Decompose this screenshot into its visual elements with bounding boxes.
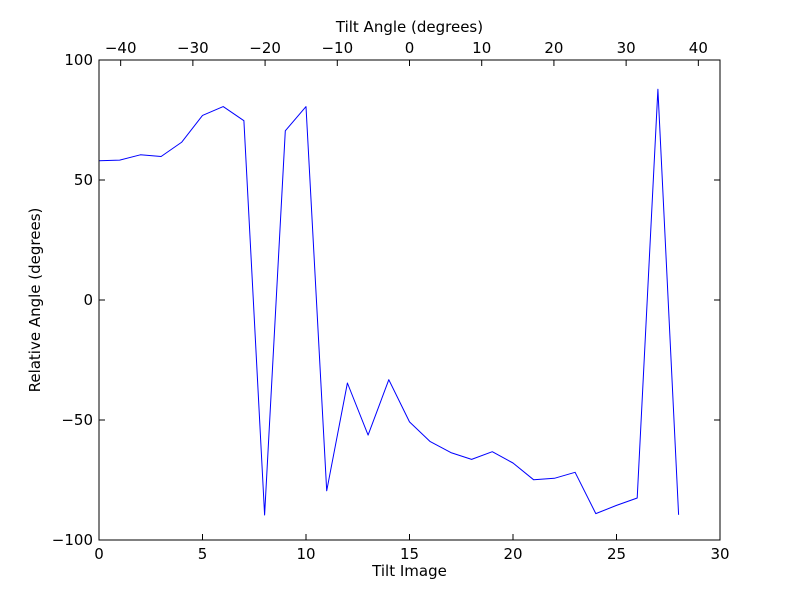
- top-x-tick-label: −30: [177, 39, 209, 57]
- y-tick-label: −100: [52, 531, 93, 549]
- y-tick-label: 50: [74, 171, 93, 189]
- x-axis-label: Tilt Image: [371, 562, 447, 580]
- y-tick-label: 100: [64, 51, 93, 69]
- top-x-tick-label: 30: [617, 39, 636, 57]
- x-tick-label: 30: [710, 545, 729, 563]
- x-tick-label: 25: [607, 545, 626, 563]
- top-x-tick-label: −10: [321, 39, 353, 57]
- top-x-tick-label: 10: [472, 39, 491, 57]
- axis-ticks: [98, 59, 721, 541]
- top-x-axis-label: Tilt Angle (degrees): [335, 18, 483, 36]
- y-tick-label: −50: [61, 411, 93, 429]
- tick-labels: 0 5 10 15 20 25 30−40 −30 −20 −10 0 10 20 30 40100500−…: [52, 39, 730, 563]
- x-tick-label: 0: [94, 545, 104, 563]
- series-line: [98, 88, 680, 516]
- top-x-tick-label: 40: [689, 39, 708, 57]
- top-x-tick-label: −40: [105, 39, 137, 57]
- plot-frame: [98, 59, 721, 541]
- x-tick-label: 5: [198, 545, 208, 563]
- x-tick-label: 10: [296, 545, 315, 563]
- y-axis-label: Relative Angle (degrees): [26, 208, 44, 393]
- series-layer: [98, 88, 680, 516]
- y-tick-label: 0: [83, 291, 93, 309]
- top-x-tick-label: 0: [405, 39, 415, 57]
- x-tick-label: 15: [400, 545, 419, 563]
- top-x-tick-label: 20: [544, 39, 563, 57]
- x-tick-label: 20: [503, 545, 522, 563]
- top-x-tick-label: −20: [249, 39, 281, 57]
